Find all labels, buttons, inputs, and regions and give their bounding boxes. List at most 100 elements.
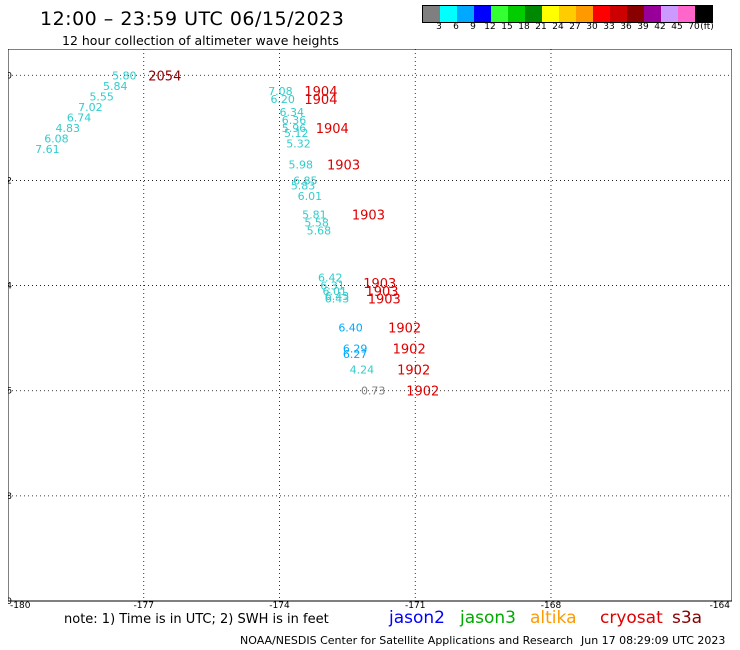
wave-height-map: -60-62-64-66-68-70 -180-177-174-171-168-… — [8, 49, 732, 609]
wave-height-label: 5.80 — [112, 69, 137, 82]
time-label: 1903 — [327, 159, 360, 174]
wave-height-label: 4.83 — [56, 122, 80, 135]
time-label: 1903 — [365, 285, 398, 300]
wave-height-label: 6.01 — [322, 285, 347, 298]
mission-cryosat: cryosat — [600, 608, 663, 628]
colorbar-swatch — [491, 6, 508, 22]
timestamp-text: Jun 17 08:29:09 UTC 2023 — [581, 634, 726, 647]
wave-height-label: 6.40 — [338, 322, 363, 335]
colorbar-swatch — [644, 6, 661, 22]
time-label: 1903 — [352, 209, 385, 224]
colorbar-swatch — [457, 6, 474, 22]
colorbar-label: 15 — [501, 22, 513, 32]
credit-text: NOAA/NESDIS Center for Satellite Applica… — [240, 634, 574, 647]
mission-s3a: s3a — [672, 608, 703, 628]
wave-height-label: 5.55 — [89, 90, 114, 103]
page-title: 12:00 – 23:59 UTC 06/15/2023 — [40, 8, 345, 30]
time-labels: 2054190419041904190319031903190319031902… — [148, 69, 439, 399]
latitude-tick-label: -62 — [8, 176, 12, 186]
time-label: 1904 — [304, 85, 337, 100]
colorbar-label: 24 — [552, 22, 564, 32]
wave-height-label: 6.36 — [282, 114, 307, 127]
colorbar — [422, 5, 713, 23]
longitude-ticks: -180 -177 -174 -171 -168 -164 — [10, 601, 730, 609]
longitude-tick-label: -168 — [541, 601, 562, 609]
wave-height-label: 7.61 — [35, 143, 60, 156]
wave-height-label: 7.02 — [78, 101, 103, 114]
colorbar-swatch — [508, 6, 525, 22]
colorbar-swatch — [440, 6, 457, 22]
footer-note: note: 1) Time is in UTC; 2) SWH is in fe… — [64, 612, 329, 627]
longitude-tick-label: -174 — [269, 601, 290, 609]
wave-height-label: 5.83 — [291, 180, 316, 193]
wave-height-label: 5.81 — [302, 209, 327, 222]
colorbar-swatch — [559, 6, 576, 22]
colorbar-label: 36 — [620, 22, 632, 32]
colorbar-label: 45 — [671, 22, 683, 32]
wave-height-labels: 5.805.845.557.026.744.836.087.61 7.086.20… — [35, 69, 385, 397]
map-frame — [8, 49, 732, 602]
wave-height-label: 6.34 — [280, 106, 305, 119]
colorbar-swatch — [474, 6, 491, 22]
colorbar-label: (ft) — [700, 22, 714, 32]
colorbar-swatch — [610, 6, 627, 22]
wave-height-label: 6.20 — [270, 93, 295, 106]
colorbar-swatch — [576, 6, 593, 22]
colorbar-label: 18 — [518, 22, 530, 32]
time-label: 1902 — [388, 322, 421, 337]
wave-height-label: 6.29 — [343, 343, 368, 356]
wave-height-label: 6.42 — [318, 272, 343, 285]
wave-height-label: 4.24 — [350, 364, 375, 377]
time-label: 1903 — [363, 277, 396, 292]
wave-height-label: 6.01 — [298, 190, 323, 203]
map-grid — [8, 49, 732, 601]
wave-height-label: 5.12 — [284, 127, 309, 140]
colorbar-label: 30 — [586, 22, 598, 32]
time-label: 1904 — [316, 122, 349, 137]
wave-height-label: 6.85 — [293, 174, 318, 187]
latitude-tick-label: -64 — [8, 282, 12, 292]
colorbar-label: 27 — [569, 22, 581, 32]
longitude-tick-label: -171 — [405, 601, 425, 609]
colorbar-labels: 3 6 9 12 15 18 21 24 27 30 33 36 39 42 45 70 (ft) — [422, 22, 740, 34]
wave-height-label: 6.74 — [67, 111, 92, 124]
colorbar-swatch — [593, 6, 610, 22]
wave-height-label: 5.98 — [289, 159, 314, 172]
mission-jason3: jason3 — [460, 608, 516, 628]
colorbar-label: 3 — [436, 22, 442, 32]
colorbar-label: 33 — [603, 22, 615, 32]
wave-height-label: 6.08 — [44, 132, 68, 145]
time-label: 1902 — [397, 364, 430, 379]
colorbar-label: 42 — [654, 22, 666, 32]
wave-height-label: 6.43 — [325, 293, 350, 306]
latitude-tick-label: -70 — [8, 597, 12, 607]
wave-height-label: 0.73 — [361, 385, 386, 398]
colorbar-swatch — [678, 6, 695, 22]
colorbar-label: 21 — [535, 22, 547, 32]
colorbar-swatch — [525, 6, 542, 22]
colorbar-label: 6 — [453, 22, 459, 32]
latitude-tick-label: -68 — [8, 492, 12, 502]
colorbar-swatch — [661, 6, 678, 22]
colorbar-label: 39 — [637, 22, 649, 32]
wave-height-label: 5.84 — [103, 80, 128, 93]
page-subtitle: 12 hour collection of altimeter wave hei… — [62, 33, 339, 48]
wave-height-label: 6.27 — [343, 348, 368, 361]
wave-height-label: 6.43 — [325, 290, 350, 303]
latitude-tick-label: -60 — [8, 71, 12, 81]
mission-altika: altika — [530, 608, 577, 628]
time-label: 1903 — [368, 293, 401, 308]
colorbar-label: 12 — [484, 22, 496, 32]
latitude-tick-label: -66 — [8, 387, 12, 397]
wave-height-label: 5.32 — [286, 138, 311, 151]
longitude-tick-label: -177 — [134, 601, 154, 609]
time-label: 1902 — [393, 343, 426, 358]
mission-jason2: jason2 — [389, 608, 445, 628]
colorbar-swatch — [542, 6, 559, 22]
wave-height-label: 5.68 — [307, 224, 332, 237]
colorbar-label: 70 — [688, 22, 700, 32]
wave-height-label: 6.31 — [320, 280, 345, 293]
wave-height-label: 7.08 — [268, 85, 293, 98]
longitude-tick-label: -180 — [10, 601, 31, 609]
wave-height-label: 5.58 — [304, 216, 329, 229]
